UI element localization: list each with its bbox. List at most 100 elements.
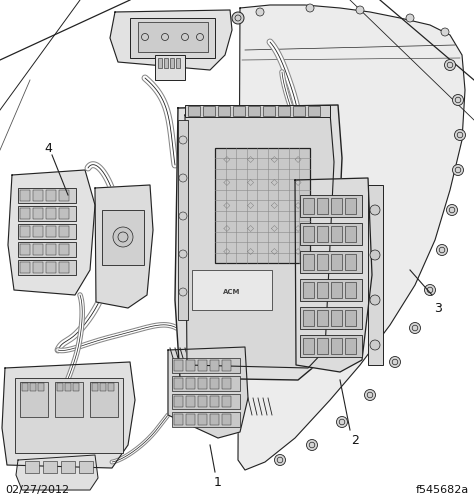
Bar [188,106,200,116]
Text: 3: 3 [434,302,442,315]
Bar [293,106,305,116]
Bar [308,106,320,116]
Bar [18,224,76,239]
Bar [55,382,83,417]
Polygon shape [185,113,334,368]
Bar [278,106,290,116]
Bar [317,310,328,326]
Bar [25,461,39,473]
Bar [300,279,362,301]
Bar [178,120,188,320]
Bar [33,208,43,219]
Bar [102,210,144,265]
Bar [198,360,207,371]
Bar [18,206,76,221]
Bar [345,310,356,326]
Bar [170,58,174,68]
Circle shape [365,390,375,401]
Bar [300,223,362,245]
Text: 2: 2 [351,433,359,446]
Bar [20,382,48,417]
Bar [331,310,342,326]
Polygon shape [175,105,342,380]
Bar [210,378,219,389]
Bar [172,412,240,427]
Bar [46,244,56,255]
Text: ACM: ACM [223,289,241,295]
Bar [30,383,36,391]
Bar [65,383,71,391]
Bar [300,195,362,217]
Bar [155,55,185,80]
Bar [198,414,207,425]
Bar [100,383,106,391]
Bar [158,58,162,68]
Bar [222,414,231,425]
Bar [20,262,30,273]
Circle shape [453,94,464,105]
Bar [345,226,356,242]
Bar [300,335,362,357]
Bar [317,198,328,214]
Bar [59,262,69,273]
Bar [172,358,240,373]
Bar [59,208,69,219]
Bar [317,254,328,270]
Bar [222,360,231,371]
Text: 4: 4 [44,142,52,155]
Bar [331,198,342,214]
Bar [20,244,30,255]
Bar [176,58,180,68]
Bar [331,338,342,354]
Bar [164,58,168,68]
Circle shape [113,227,133,247]
Bar [317,282,328,298]
Circle shape [356,6,364,14]
Bar [300,251,362,273]
Bar [90,382,118,417]
Bar [218,106,230,116]
Polygon shape [95,185,153,308]
Bar [222,396,231,407]
Bar [210,396,219,407]
Bar [20,208,30,219]
Bar [172,394,240,409]
Bar [108,383,114,391]
Circle shape [370,295,380,305]
Bar [303,226,314,242]
Bar [331,282,342,298]
Bar [33,190,43,201]
Bar [43,461,57,473]
Bar [172,376,240,391]
Bar [38,383,44,391]
Bar [331,226,342,242]
Circle shape [370,205,380,215]
Circle shape [445,60,456,71]
Bar [92,383,98,391]
Bar [18,188,76,203]
Bar [186,396,195,407]
Bar [18,242,76,257]
Bar [57,383,63,391]
Bar [20,190,30,201]
Bar [20,226,30,237]
Bar [345,338,356,354]
Bar [300,307,362,329]
Circle shape [390,356,401,367]
Bar [303,338,314,354]
Bar [73,383,79,391]
Bar [185,105,330,117]
Text: 02/27/2012: 02/27/2012 [5,485,69,495]
Circle shape [447,204,457,216]
Circle shape [437,245,447,255]
Bar [22,383,28,391]
Bar [222,378,231,389]
Circle shape [455,130,465,141]
Bar [18,260,76,275]
Text: 1: 1 [214,476,222,489]
Bar [174,378,183,389]
Circle shape [306,4,314,12]
Circle shape [337,416,347,427]
Bar [345,198,356,214]
Circle shape [370,340,380,350]
